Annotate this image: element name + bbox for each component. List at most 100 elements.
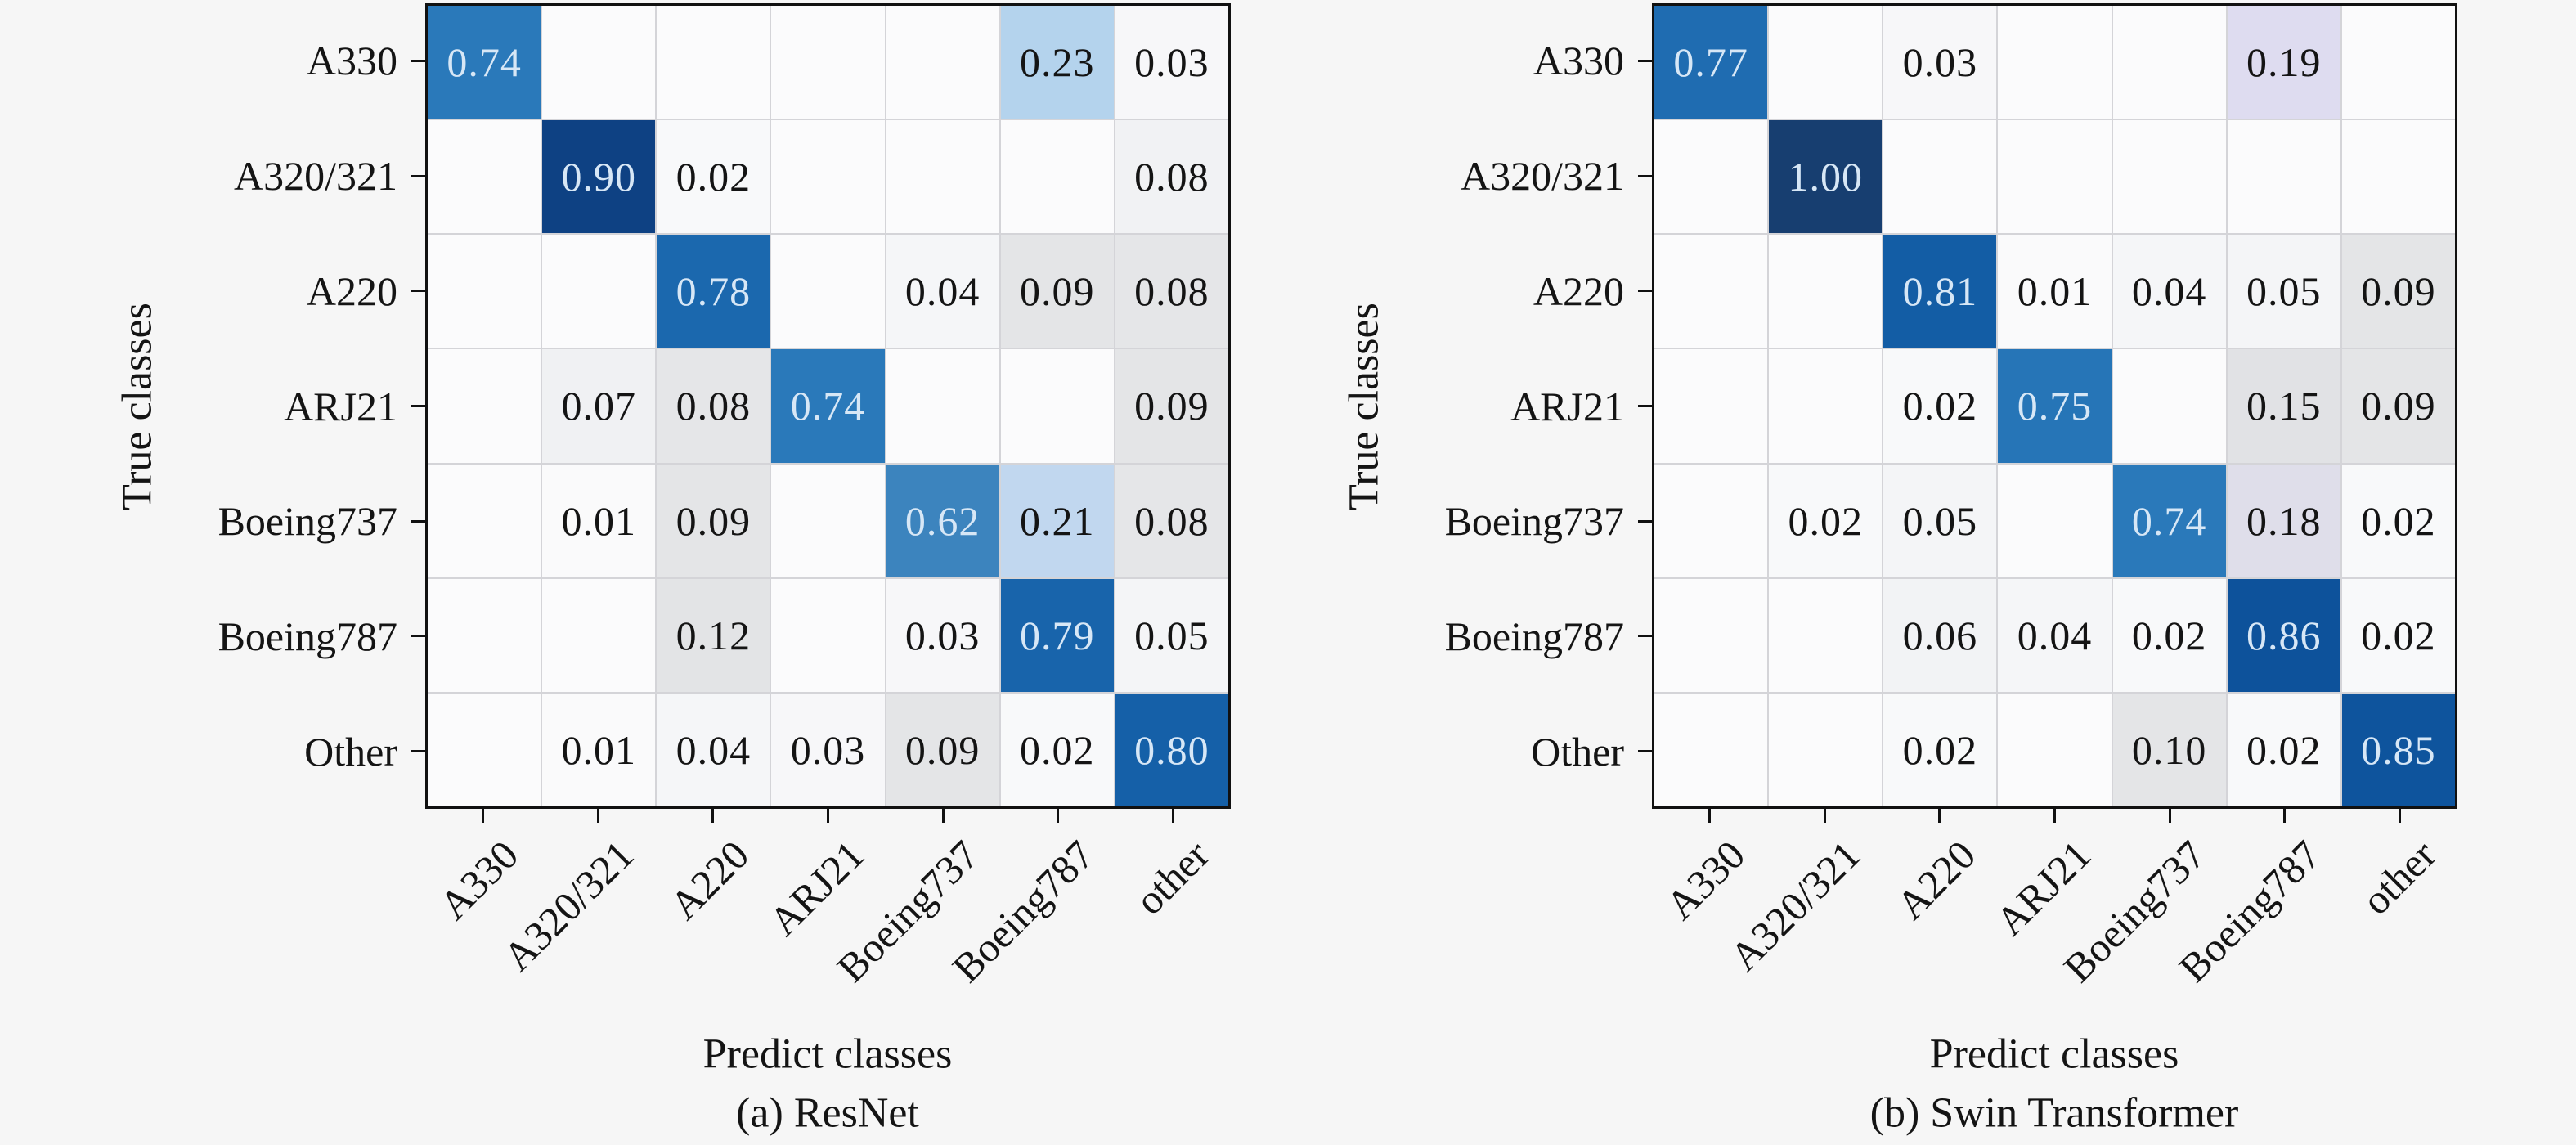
y-tick-label: A220 xyxy=(1533,267,1624,314)
matrix-cell: 0.05 xyxy=(2227,235,2340,348)
y-tick-mark xyxy=(1638,519,1652,523)
matrix-cell xyxy=(771,235,885,348)
matrix-cell-value: 0.80 xyxy=(1134,726,1209,773)
matrix-cell-value: 0.02 xyxy=(2131,612,2207,658)
matrix-cell-value: 0.74 xyxy=(790,383,866,429)
matrix-cell-value: 0.03 xyxy=(904,612,981,658)
matrix-cell-value: 0.74 xyxy=(2131,497,2207,544)
matrix-cell-value: 0.04 xyxy=(2131,268,2207,315)
x-axis-label: Predict classes xyxy=(1929,1030,2179,1078)
matrix-cell: 0.90 xyxy=(542,120,656,234)
matrix-cell-value: 0.02 xyxy=(2246,726,2322,773)
matrix-cell: 0.79 xyxy=(1000,578,1114,692)
x-tick-mark xyxy=(711,809,715,823)
matrix-cell-value: 0.12 xyxy=(675,612,752,658)
matrix-cell: 0.05 xyxy=(1883,464,1997,577)
matrix-cell: 0.85 xyxy=(2341,693,2455,806)
matrix-cell: 0.04 xyxy=(1998,578,2112,692)
matrix-cell xyxy=(1998,6,2112,119)
matrix-cell: 0.09 xyxy=(1115,349,1228,463)
panel-swin-transformer: True classes 0.77 0.03 0.19 1.00 0.81 0.01 0.0… xyxy=(1227,0,2515,1145)
matrix-cell: 0.18 xyxy=(2227,464,2340,577)
matrix-cell xyxy=(1769,693,1883,806)
matrix-cell xyxy=(542,235,656,348)
y-tick-label: ARJ21 xyxy=(284,383,397,429)
heatmap-grid: 0.77 0.03 0.19 1.00 0.81 0.01 0.04 0.05 0.09 0.02… xyxy=(1652,3,2457,809)
subfigure-caption: (b) Swin Transformer xyxy=(1869,1089,2239,1137)
matrix-cell xyxy=(1654,578,1768,692)
y-tick-label: Boeing787 xyxy=(1444,613,1624,659)
matrix-cell xyxy=(886,120,999,234)
matrix-cell: 0.05 xyxy=(1115,578,1228,692)
matrix-cell-value: 0.79 xyxy=(1020,612,1095,658)
matrix-cell: 0.02 xyxy=(1883,693,1997,806)
matrix-cell: 0.77 xyxy=(1654,6,1768,119)
matrix-cell xyxy=(1654,120,1768,234)
matrix-cell-value: 0.09 xyxy=(2361,383,2436,429)
matrix-cell: 0.02 xyxy=(1769,464,1883,577)
matrix-cell xyxy=(542,578,656,692)
matrix-cell: 0.04 xyxy=(2112,235,2226,348)
matrix-cell: 0.19 xyxy=(2227,6,2340,119)
matrix-cell-value: 0.09 xyxy=(2361,268,2436,315)
matrix-cell: 0.01 xyxy=(542,693,656,806)
matrix-cell xyxy=(1654,235,1768,348)
matrix-cell: 0.86 xyxy=(2227,578,2340,692)
matrix-cell xyxy=(657,6,770,119)
matrix-cell: 0.21 xyxy=(1000,464,1114,577)
matrix-cell-value: 0.74 xyxy=(447,39,522,86)
matrix-cell-value: 0.03 xyxy=(1902,39,1978,86)
matrix-cell xyxy=(2112,6,2226,119)
matrix-cell: 0.08 xyxy=(1115,235,1228,348)
matrix-cell: 0.08 xyxy=(1115,120,1228,234)
y-tick-label: Other xyxy=(304,728,397,775)
matrix-cell: 0.10 xyxy=(2112,693,2226,806)
matrix-cell-value: 0.08 xyxy=(675,383,752,429)
matrix-cell: 0.75 xyxy=(1998,349,2112,463)
y-tick-label: A330 xyxy=(306,38,397,84)
matrix-cell-value: 0.08 xyxy=(1134,268,1209,315)
matrix-cell: 0.23 xyxy=(1000,6,1114,119)
y-tick-mark xyxy=(1638,750,1652,753)
matrix-cell: 0.04 xyxy=(886,235,999,348)
matrix-cell-value: 0.90 xyxy=(561,154,636,200)
y-tick-mark xyxy=(1638,59,1652,62)
y-tick-label: Boeing737 xyxy=(1444,498,1624,545)
matrix-cell xyxy=(1769,6,1883,119)
matrix-cell: 0.74 xyxy=(428,6,541,119)
matrix-cell: 0.02 xyxy=(2341,578,2455,692)
matrix-cell-value: 0.02 xyxy=(2361,612,2436,658)
y-tick-mark xyxy=(411,174,425,177)
y-tick-label: ARJ21 xyxy=(1510,383,1624,429)
matrix-cell-value: 0.18 xyxy=(2246,497,2322,544)
matrix-cell xyxy=(2112,349,2226,463)
matrix-cell-value: 0.77 xyxy=(1673,39,1748,86)
matrix-cell: 0.07 xyxy=(542,349,656,463)
y-tick-mark xyxy=(411,519,425,523)
matrix-cell xyxy=(886,349,999,463)
matrix-cell-value: 1.00 xyxy=(1788,154,1863,200)
matrix-cell xyxy=(1769,349,1883,463)
matrix-cell: 0.08 xyxy=(657,349,770,463)
y-tick-mark xyxy=(411,405,425,407)
matrix-cell xyxy=(886,6,999,119)
matrix-cell: 0.62 xyxy=(886,464,999,577)
matrix-cell: 0.80 xyxy=(1115,693,1228,806)
y-tick-mark xyxy=(1638,290,1652,293)
matrix-cell: 0.03 xyxy=(886,578,999,692)
matrix-cell xyxy=(1654,349,1768,463)
matrix-cell xyxy=(428,349,541,463)
matrix-cell xyxy=(1654,464,1768,577)
matrix-cell-value: 0.02 xyxy=(1020,726,1095,773)
x-tick-mark xyxy=(1708,809,1711,823)
matrix-cell-value: 0.03 xyxy=(790,726,866,773)
y-tick-mark xyxy=(411,59,425,62)
matrix-cell: 0.02 xyxy=(657,120,770,234)
matrix-cell: 0.09 xyxy=(2341,235,2455,348)
matrix-cell: 0.06 xyxy=(1883,578,1997,692)
y-tick-label: A320/321 xyxy=(1461,153,1624,200)
matrix-cell-value: 0.86 xyxy=(2246,612,2322,658)
matrix-cell-value: 0.75 xyxy=(2017,383,2093,429)
matrix-cell: 1.00 xyxy=(1769,120,1883,234)
matrix-cell xyxy=(1998,464,2112,577)
